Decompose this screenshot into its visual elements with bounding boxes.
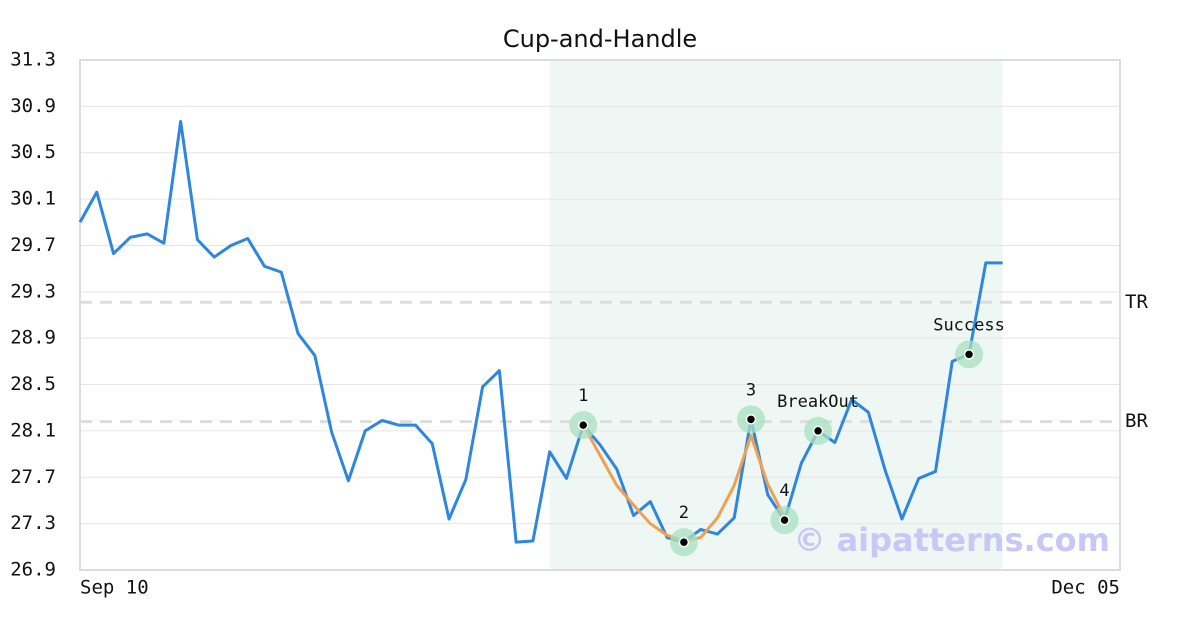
y-tick-label: 31.3 [10,49,56,71]
point-label: Success [933,315,1005,335]
point-label: 3 [746,380,756,400]
y-tick-label: 30.1 [10,188,56,210]
y-tick-label: 30.5 [10,141,56,163]
y-tick-label: 26.9 [10,559,56,581]
x-tick-label: Sep 10 [80,577,149,599]
y-tick-label: 29.7 [10,234,56,256]
point [779,514,790,526]
y-tick-label: 28.1 [10,419,56,441]
watermark: © aipatterns.com [793,521,1110,559]
point-label: BreakOut [777,392,859,412]
point [963,349,975,360]
point [745,414,757,425]
x-tick-label: Dec 05 [1051,577,1120,599]
point-label: 2 [679,503,689,523]
point-label: 1 [578,386,588,406]
y-tick-label: 27.3 [10,512,56,534]
y-tick-label: 30.9 [10,95,56,117]
price-line [78,119,1003,544]
chart-title: Cup-and-Handle [503,25,697,53]
level-label: TR [1125,291,1148,313]
level-label: BR [1125,410,1148,432]
pattern-span [549,60,1003,570]
y-tick-label: 29.3 [10,280,56,302]
y-tick-label: 27.7 [10,466,56,488]
plot-frame [79,59,1121,571]
point [812,425,824,437]
point [577,419,589,431]
y-tick-label: 28.5 [10,373,56,395]
point [678,536,690,548]
point-label: 4 [779,481,789,501]
y-tick-label: 28.9 [10,327,56,349]
